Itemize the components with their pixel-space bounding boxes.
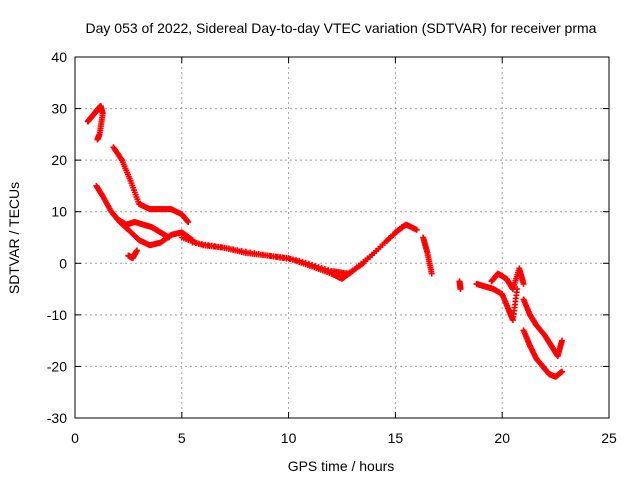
data-point (165, 234, 172, 241)
y-tick-label: -10 (47, 307, 67, 323)
y-tick-label: 40 (51, 49, 67, 65)
x-tick-label: 25 (601, 430, 617, 446)
plot-frame (74, 56, 610, 419)
grid (75, 57, 609, 418)
x-tick-label: 10 (281, 430, 297, 446)
data-point (185, 219, 192, 226)
x-tick-label: 0 (71, 430, 79, 446)
x-tick-label: 20 (494, 430, 510, 446)
y-tick-label: 0 (59, 255, 67, 271)
y-tick-label: -20 (47, 358, 67, 374)
x-axis-label: GPS time / hours (288, 458, 395, 474)
data-point (559, 368, 566, 375)
y-tick-label: -30 (47, 410, 67, 426)
y-axis-label: SDTVAR / TECUs (6, 182, 22, 294)
data-point (315, 263, 322, 270)
data-points (84, 102, 566, 380)
y-tick-label: 30 (51, 101, 67, 117)
data-point (309, 261, 316, 268)
y-tick-label: 20 (51, 152, 67, 168)
data-point (94, 136, 101, 143)
axis-ticks: 0 5 10 15 20 25 -30 -20 -10 0 10 20 30 40 (47, 49, 617, 446)
data-point (305, 260, 312, 267)
data-point (312, 262, 319, 269)
chart-title: Day 053 of 2022, Sidereal Day-to-day VTE… (86, 20, 597, 36)
data-point (299, 258, 306, 265)
data-point (457, 286, 464, 293)
data-point (321, 265, 328, 272)
y-tick-label: 10 (51, 204, 67, 220)
data-point (413, 226, 420, 233)
data-point (133, 247, 140, 254)
data-point (296, 257, 303, 264)
data-point (398, 224, 405, 231)
x-tick-label: 5 (178, 430, 186, 446)
data-point (559, 337, 566, 344)
data-point (520, 280, 527, 287)
data-point (302, 259, 309, 266)
x-tick-label: 15 (388, 430, 404, 446)
data-point (325, 266, 332, 273)
data-point (428, 270, 435, 277)
data-point (318, 264, 325, 271)
